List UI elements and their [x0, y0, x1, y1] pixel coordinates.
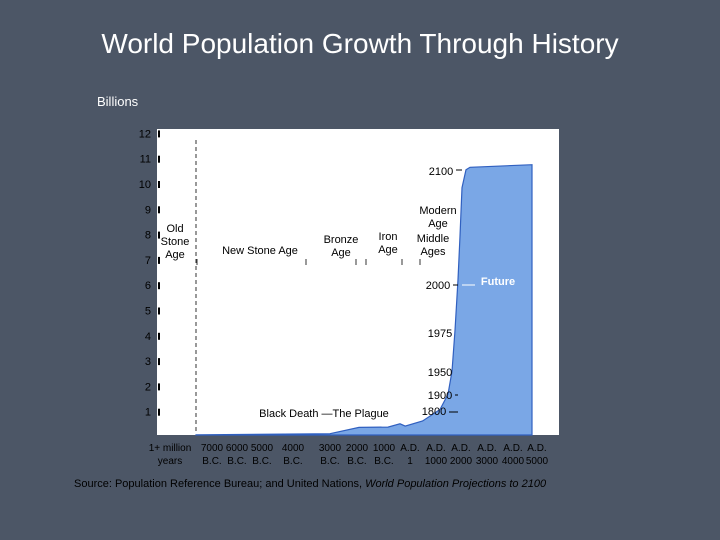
x-tick-label-top: A.D.: [477, 443, 496, 454]
era-label: Old: [166, 223, 183, 235]
x-tick-label-top: 1000: [373, 443, 396, 454]
x-tick-label-top: A.D.: [400, 443, 419, 454]
year-marker-label: 2000: [426, 280, 450, 292]
x-tick-label-top: 5000: [251, 443, 274, 454]
year-marker-label: 1800: [422, 406, 446, 418]
population-area: [195, 164, 533, 436]
x-tick-label-bottom: B.C.: [283, 456, 302, 467]
x-tick-label-bottom: years: [158, 456, 182, 467]
x-tick-label-top: A.D.: [426, 443, 445, 454]
y-tick-label: 4: [145, 331, 151, 343]
x-tick-label-top: 7000: [201, 443, 224, 454]
x-tick-label-top: 2000: [346, 443, 369, 454]
year-marker-label: 1975: [428, 328, 452, 340]
y-tick-label: 5: [145, 306, 151, 318]
x-tick-label-top: 4000: [282, 443, 305, 454]
x-tick-label-bottom: 1000: [425, 456, 448, 467]
x-tick-label-bottom: 3000: [476, 456, 499, 467]
x-tick-label-bottom: 5000: [526, 456, 549, 467]
source-note: Source: Population Reference Bureau; and…: [74, 478, 674, 490]
x-tick-label-bottom: 1: [407, 456, 413, 467]
x-tick-label-bottom: B.C.: [227, 456, 246, 467]
y-tick-label: 12: [139, 128, 151, 140]
y-tick-label: 2: [145, 381, 151, 393]
era-label: Age: [331, 247, 351, 259]
era-label: Stone: [161, 236, 190, 248]
era-label: Bronze: [324, 234, 359, 246]
x-tick-label-bottom: B.C.: [374, 456, 393, 467]
year-marker-label: 1950: [428, 367, 452, 379]
x-tick-label-top: A.D.: [451, 443, 470, 454]
era-label: New Stone Age: [222, 245, 298, 257]
slide-title: World Population Growth Through History: [101, 28, 619, 59]
x-tick-label-top: 6000: [226, 443, 249, 454]
era-label: Ages: [420, 246, 446, 258]
x-tick-label-top: 3000: [319, 443, 342, 454]
x-tick-label-bottom: 4000: [502, 456, 525, 467]
source-prefix: Source: Population Reference Bureau; and…: [74, 478, 366, 490]
year-marker-label: 2100: [429, 166, 453, 178]
era-label: Future: [481, 276, 515, 288]
era-label: Iron: [379, 231, 398, 243]
x-tick-label-bottom: B.C.: [252, 456, 271, 467]
y-tick-label: 11: [140, 154, 151, 166]
y-tick-label: 3: [145, 356, 151, 368]
era-label: Modern: [419, 205, 456, 217]
x-tick-label-top: A.D.: [503, 443, 522, 454]
era-label: Black Death —The Plague: [259, 408, 389, 420]
x-tick-label-bottom: B.C.: [347, 456, 366, 467]
y-tick-label: 9: [145, 204, 151, 216]
x-tick-label-top: A.D.: [527, 443, 546, 454]
y-tick-label: 7: [145, 255, 151, 267]
era-label: Age: [165, 249, 185, 261]
year-marker-label: 1900: [428, 390, 452, 402]
y-tick-label: 10: [139, 179, 151, 191]
y-tick-label: 6: [145, 280, 151, 292]
x-tick-label-bottom: 2000: [450, 456, 473, 467]
era-label: Age: [428, 218, 448, 230]
x-tick-label-bottom: B.C.: [320, 456, 339, 467]
y-tick-label: 1: [145, 407, 151, 419]
era-label: Age: [378, 244, 398, 256]
era-label: Middle: [417, 233, 449, 245]
source-title: World Population Projections to 2100: [365, 478, 547, 490]
x-tick-label-bottom: B.C.: [202, 456, 221, 467]
y-axis-unit-label: Billions: [97, 94, 139, 109]
y-tick-label: 8: [145, 230, 151, 242]
x-tick-label-top: 1+ million: [149, 443, 192, 454]
